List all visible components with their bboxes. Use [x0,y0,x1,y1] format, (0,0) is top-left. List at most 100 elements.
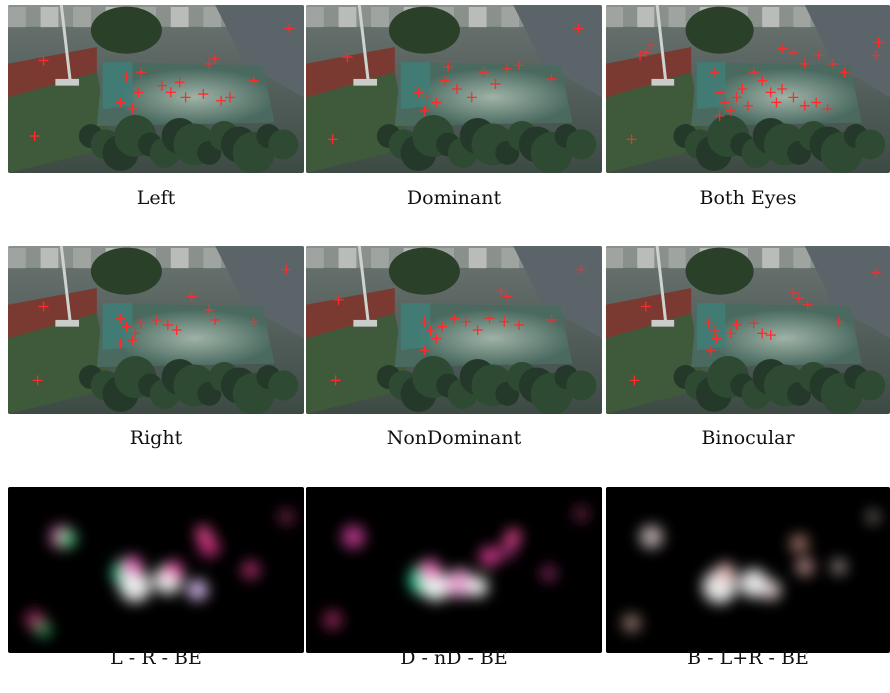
panel-caption: Left [136,187,176,209]
fixation-marker [115,313,126,324]
fixation-marker [640,301,651,312]
fixation-marker [765,87,776,98]
building [73,7,91,28]
light-pole [59,246,72,322]
fixation-marker [640,47,651,58]
court-wall [102,62,133,110]
court [394,62,573,126]
fixation-markers [626,36,884,145]
fixation-marker [115,97,126,108]
panel-caption: Dominant [406,187,502,209]
heatmap-blob [795,557,814,576]
pole-base [353,319,378,327]
fixation-marker [757,328,768,339]
gaze-heatmap-panel [306,487,602,653]
fixation-marker [546,314,557,325]
fixation-marker [248,75,259,86]
fixation-marker [121,321,132,332]
fixation-marker [576,264,587,275]
fixation-markers [29,23,295,142]
building [762,248,780,269]
building [73,248,91,269]
court-wall [696,62,726,110]
fixation-marker [714,110,725,121]
panel-caption: NonDominant [386,427,522,449]
fixation-marker [711,333,722,344]
fixation-marker [449,313,459,324]
fixation-marker [210,53,221,64]
heatmap-blobs [323,505,590,629]
fixation-marker [788,92,799,103]
grass-area [606,72,706,173]
fixation-marker [165,87,176,98]
heatmap-blob [323,610,342,629]
building [338,7,357,28]
tree-cluster [685,6,754,54]
heatmap-blob [195,525,212,542]
grass-area [306,72,410,173]
building [606,248,624,269]
fixation-marker [870,50,881,61]
fixation-marker [870,267,881,278]
fixation-marker [210,314,221,325]
fixation-marker [204,58,215,69]
tree [855,370,886,401]
fixation-marker [342,52,353,63]
court-wall [696,303,726,351]
fixation-marker [777,43,788,54]
court-wall [400,303,431,351]
pole-base [651,78,675,86]
gaze-photo-panel [306,246,602,414]
building [8,248,26,269]
light-pole [357,5,370,81]
heatmap-blob [831,558,847,575]
fixation-marker [174,77,185,88]
fixation-marker [514,60,525,71]
fixation-marker [757,75,768,86]
fixation-marker [419,316,430,327]
building [170,248,189,269]
sea-area [804,246,890,339]
heatmap-blob [187,579,208,601]
fixation-marker [490,78,501,89]
fixation-marker [171,325,182,335]
fixation-marker [38,55,49,66]
pole-base [55,319,80,327]
heatmap-blobs [25,509,295,638]
heatmap-blob [241,560,260,580]
fixation-marker [422,92,433,103]
gaze-photo-panel [606,5,890,173]
running-track [8,288,97,347]
fixation-marker [828,58,839,69]
grass-area [306,313,410,414]
fixation-marker [327,134,338,145]
heatmap-blob [58,529,77,548]
building [637,248,655,269]
court [394,303,573,367]
fixation-marker [703,318,714,329]
heatmap-blob [479,546,500,568]
heatmap-blob [573,505,590,522]
fixation-marker [743,100,753,111]
fixation-marker [811,97,822,108]
building [8,7,26,28]
building [468,248,487,269]
fixation-marker [466,92,477,103]
panel-caption: B - L+R - BE [687,647,809,669]
fixation-marker [38,301,49,312]
fixation-marker [284,23,295,34]
fixation-marker [136,67,147,78]
fixation-marker [115,338,126,349]
tree [566,370,597,401]
fixation-marker [281,264,292,275]
building [501,248,520,269]
heatmap-blob [622,614,641,633]
fixation-marker [216,95,227,106]
heatmap-blob [540,565,557,582]
fixation-marker [708,67,719,78]
fixation-marker [499,316,510,327]
fixation-marker [419,345,430,356]
court [691,303,862,367]
fixation-marker [437,321,448,332]
gaze-heatmap-panel [606,487,890,653]
